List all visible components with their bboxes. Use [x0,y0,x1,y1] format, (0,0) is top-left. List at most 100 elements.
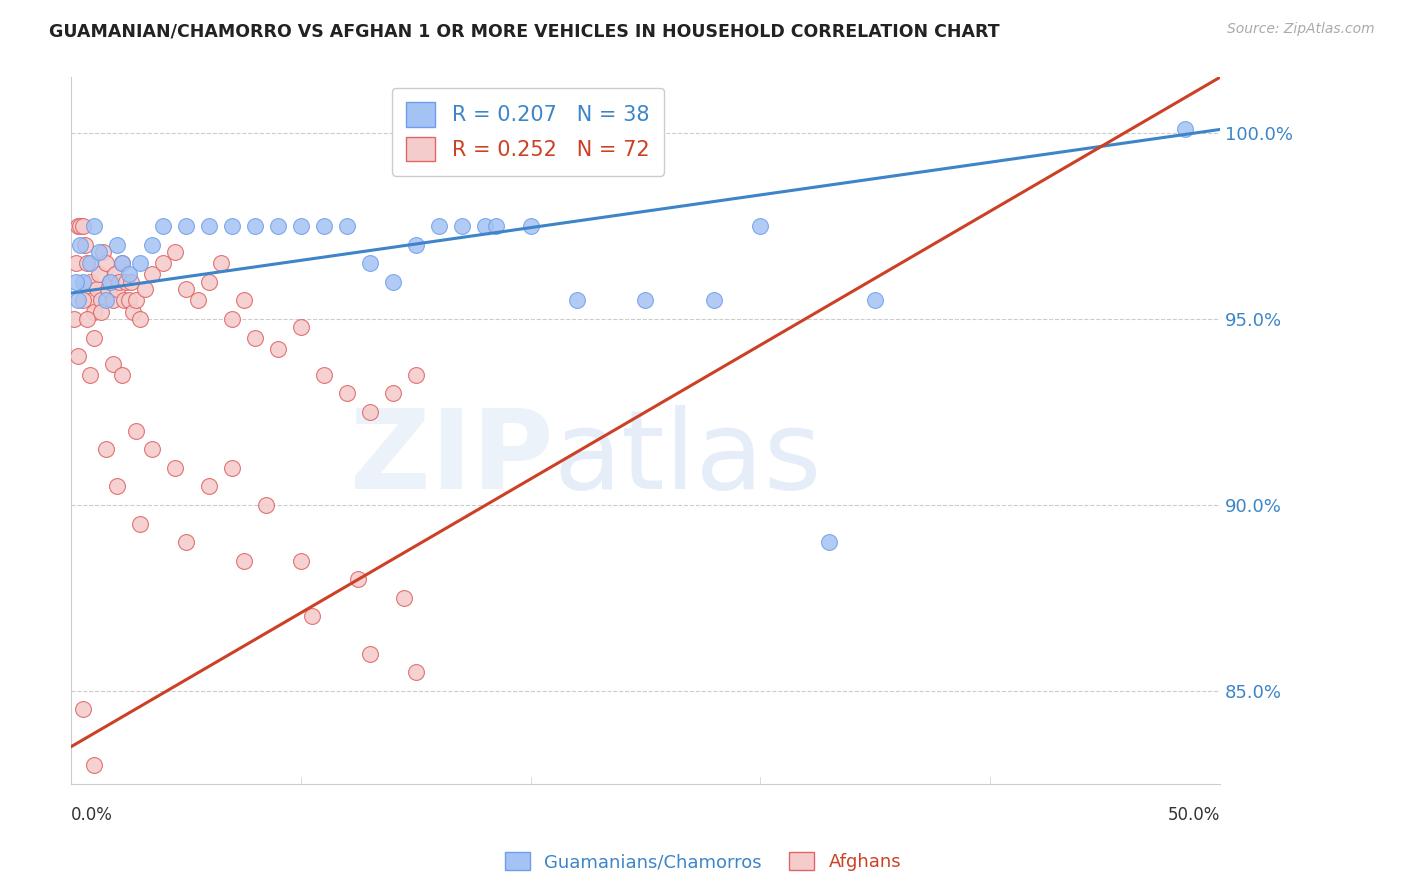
Point [163,245,186,260]
Point [76,312,98,326]
Point [67,219,90,234]
Point [112,293,135,308]
Point [111,256,134,270]
Point [141,268,163,282]
Point [450,219,472,234]
Point [124,293,146,308]
Point [359,647,381,661]
Point [98,275,121,289]
Point [79,275,101,289]
Point [79,368,101,382]
Point [256,498,278,512]
Point [62,312,84,326]
Point [232,554,254,568]
Text: GUAMANIAN/CHAMORRO VS AFGHAN 1 OR MORE VEHICLES IN HOUSEHOLD CORRELATION CHART: GUAMANIAN/CHAMORRO VS AFGHAN 1 OR MORE V… [49,22,1000,40]
Point [141,237,163,252]
Point [72,293,94,308]
Point [72,275,94,289]
Point [381,386,404,401]
Legend: Guamanians/Chamorros, Afghans: Guamanians/Chamorros, Afghans [498,845,908,879]
Point [115,275,138,289]
Point [94,256,117,270]
Point [209,256,232,270]
Point [474,219,496,234]
Point [105,282,128,296]
Point [187,293,209,308]
Point [290,219,312,234]
Point [427,219,450,234]
Point [394,591,416,605]
Point [83,758,105,772]
Point [101,293,124,308]
Text: 0.0%: 0.0% [72,806,112,824]
Point [69,237,91,252]
Point [87,268,110,282]
Point [83,304,105,318]
Point [73,237,96,252]
Point [90,293,112,308]
Point [174,535,197,549]
Point [94,293,117,308]
Point [301,609,323,624]
Point [76,256,98,270]
Point [405,368,427,382]
Point [267,219,290,234]
Point [111,368,134,382]
Point [221,460,243,475]
Point [174,282,197,296]
Point [129,312,152,326]
Point [118,293,141,308]
Point [863,293,886,308]
Point [243,331,266,345]
Point [243,219,266,234]
Point [749,219,772,234]
Point [141,442,163,457]
Point [97,282,120,296]
Point [65,275,87,289]
Point [86,282,108,296]
Point [69,219,91,234]
Point [221,219,243,234]
Point [174,219,197,234]
Point [198,479,221,493]
Point [405,237,427,252]
Point [347,572,370,586]
Point [519,219,541,234]
Point [703,293,725,308]
Legend: R = 0.207   N = 38, R = 0.252   N = 72: R = 0.207 N = 38, R = 0.252 N = 72 [392,87,665,176]
Point [485,219,508,234]
Text: atlas: atlas [554,405,823,512]
Point [83,219,105,234]
Point [108,275,131,289]
Point [87,245,110,260]
Point [405,665,427,680]
Point [98,275,121,289]
Point [267,342,290,356]
Point [336,386,359,401]
Point [134,282,156,296]
Point [101,357,124,371]
Point [72,702,94,716]
Point [634,293,657,308]
Point [290,319,312,334]
Point [120,275,142,289]
Text: ZIP: ZIP [350,405,554,512]
Point [104,268,127,282]
Point [336,219,359,234]
Point [565,293,588,308]
Point [90,304,112,318]
Point [72,219,94,234]
Point [65,256,87,270]
Point [67,293,90,308]
Text: Source: ZipAtlas.com: Source: ZipAtlas.com [1227,22,1375,37]
Point [359,405,381,419]
Point [111,256,134,270]
Point [221,312,243,326]
Point [124,424,146,438]
Point [93,245,115,260]
Point [232,293,254,308]
Point [122,304,145,318]
Point [312,219,335,234]
Point [312,368,335,382]
Point [152,256,174,270]
